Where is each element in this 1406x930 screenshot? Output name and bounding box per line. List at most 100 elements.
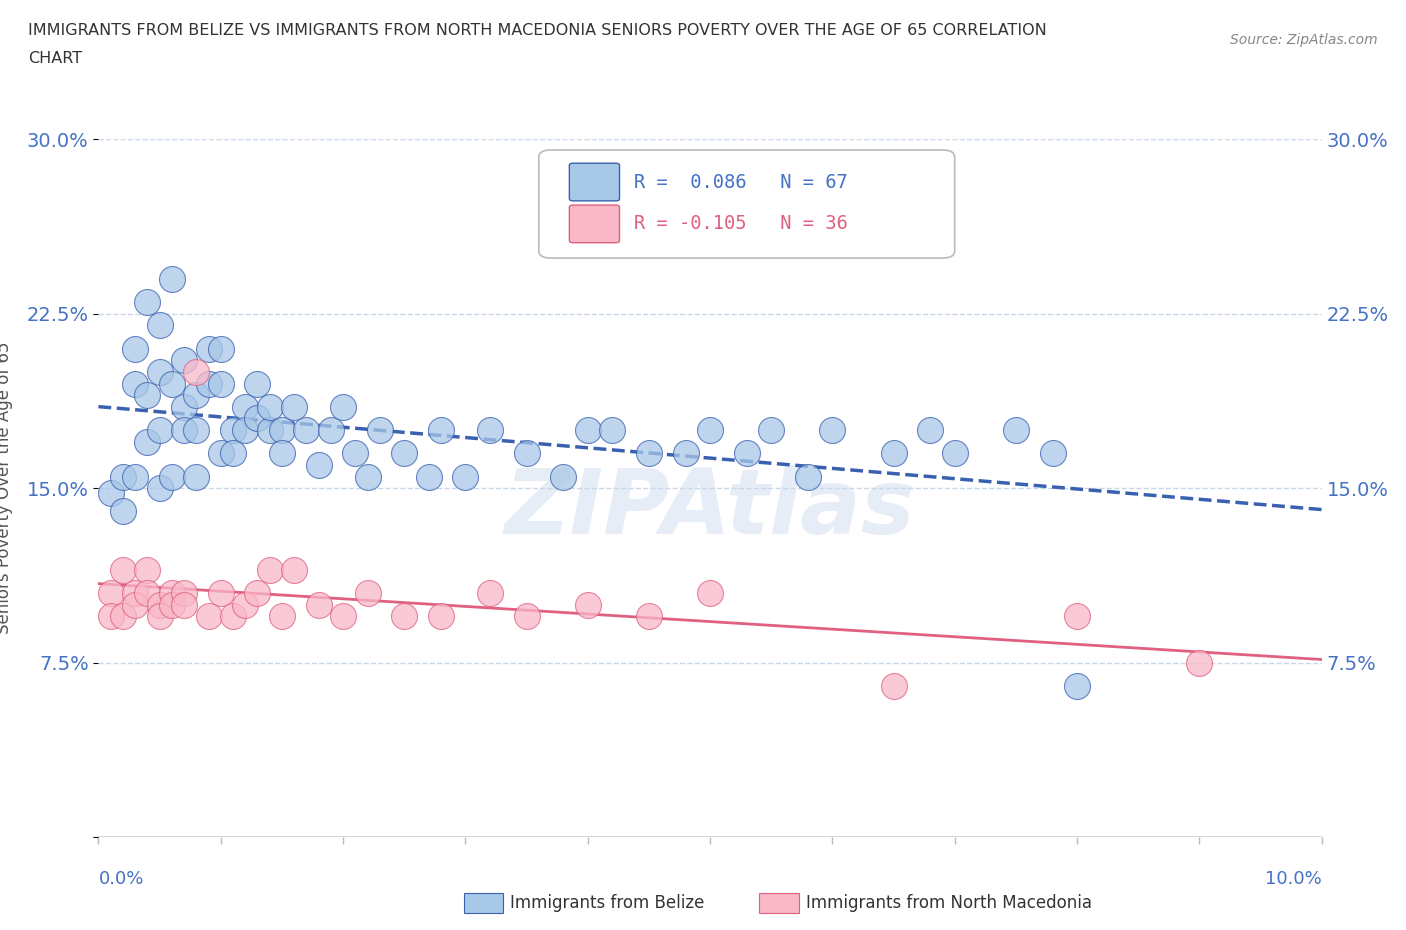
Point (392, 445, 416, 460)
Point (283, 562, 305, 577)
Point (111, 609, 134, 624)
Point (883, 679, 905, 694)
Point (319, 422, 342, 438)
Text: R = -0.105   N = 36: R = -0.105 N = 36 (634, 215, 848, 233)
Point (259, 400, 281, 415)
Text: 0.0%: 0.0% (98, 870, 143, 887)
Point (259, 422, 281, 438)
Point (209, 376, 232, 391)
Point (699, 422, 721, 438)
Point (516, 445, 538, 460)
Point (149, 365, 172, 379)
Point (430, 422, 453, 438)
Point (136, 586, 159, 601)
Point (246, 376, 269, 391)
Point (149, 609, 172, 624)
Point (295, 422, 318, 438)
Point (149, 422, 172, 438)
Point (233, 422, 256, 438)
Point (943, 445, 966, 460)
Point (332, 609, 354, 624)
Point (308, 458, 330, 472)
Point (478, 586, 501, 601)
Point (136, 562, 159, 577)
Point (356, 469, 378, 484)
Text: ZIPAtlas: ZIPAtlas (505, 465, 915, 553)
Point (124, 586, 146, 601)
Point (186, 469, 208, 484)
Point (332, 400, 354, 415)
Point (356, 586, 378, 601)
Point (173, 586, 195, 601)
Point (430, 609, 453, 624)
Point (173, 422, 195, 438)
Point (270, 445, 292, 460)
Point (160, 469, 183, 484)
Text: CHART: CHART (28, 51, 82, 66)
Point (600, 422, 623, 438)
Point (197, 341, 219, 356)
Point (233, 400, 256, 415)
Point (209, 445, 232, 460)
Point (111, 562, 134, 577)
Point (270, 422, 292, 438)
Point (136, 295, 159, 310)
Point (883, 445, 905, 460)
Point (160, 272, 183, 286)
Point (173, 353, 195, 368)
Point (100, 485, 122, 500)
Text: IMMIGRANTS FROM BELIZE VS IMMIGRANTS FROM NORTH MACEDONIA SENIORS POVERTY OVER T: IMMIGRANTS FROM BELIZE VS IMMIGRANTS FRO… (28, 23, 1047, 38)
Point (149, 597, 172, 612)
Point (160, 597, 183, 612)
Point (197, 376, 219, 391)
Text: 10.0%: 10.0% (1265, 870, 1322, 887)
Point (100, 609, 122, 624)
Point (637, 445, 661, 460)
Point (136, 434, 159, 449)
Point (1004, 422, 1026, 438)
FancyBboxPatch shape (569, 164, 620, 201)
Point (821, 422, 844, 438)
Point (233, 597, 256, 612)
Point (124, 341, 146, 356)
Point (270, 609, 292, 624)
Point (699, 586, 721, 601)
Point (222, 445, 245, 460)
Text: Immigrants from North Macedonia: Immigrants from North Macedonia (806, 894, 1091, 912)
Point (209, 586, 232, 601)
Point (1066, 609, 1088, 624)
Point (124, 376, 146, 391)
Point (920, 422, 942, 438)
Point (392, 609, 416, 624)
Point (759, 422, 782, 438)
Point (1042, 445, 1064, 460)
Point (124, 469, 146, 484)
Point (136, 388, 159, 403)
Point (149, 481, 172, 496)
Point (173, 597, 195, 612)
Point (576, 597, 599, 612)
Point (246, 586, 269, 601)
Point (197, 609, 219, 624)
Point (111, 469, 134, 484)
Y-axis label: Seniors Poverty Over the Age of 65: Seniors Poverty Over the Age of 65 (0, 342, 13, 634)
Point (368, 422, 391, 438)
Point (344, 445, 367, 460)
Point (100, 586, 122, 601)
Point (1188, 656, 1211, 671)
Text: Source: ZipAtlas.com: Source: ZipAtlas.com (1230, 33, 1378, 46)
Point (246, 411, 269, 426)
Point (478, 422, 501, 438)
Point (283, 400, 305, 415)
Point (111, 504, 134, 519)
Point (209, 341, 232, 356)
Point (418, 469, 440, 484)
Point (797, 469, 820, 484)
Point (173, 400, 195, 415)
Point (160, 586, 183, 601)
Point (675, 445, 697, 460)
Point (576, 422, 599, 438)
Point (186, 388, 208, 403)
Point (308, 597, 330, 612)
FancyBboxPatch shape (569, 205, 620, 243)
